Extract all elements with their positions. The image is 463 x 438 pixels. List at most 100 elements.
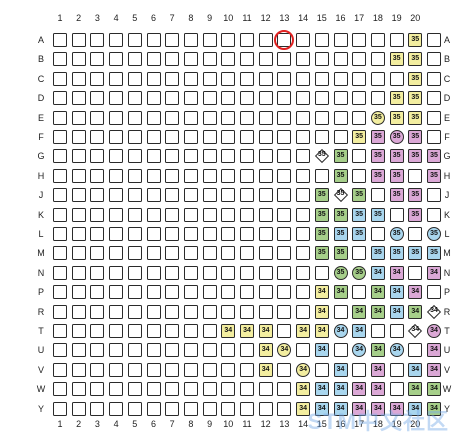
grid-cell bbox=[389, 33, 404, 47]
grid-cell bbox=[71, 110, 86, 125]
cell-value: 35 bbox=[411, 94, 420, 102]
grid-cell bbox=[333, 343, 348, 358]
cell-value: 35 bbox=[373, 171, 382, 179]
grid-cell bbox=[127, 130, 142, 144]
grid-cell bbox=[127, 382, 142, 397]
column-label-bottom: 13 bbox=[279, 419, 290, 429]
labeled-cell: 35 bbox=[333, 207, 348, 222]
grid-cell bbox=[389, 382, 404, 397]
grid-cell bbox=[221, 33, 236, 47]
grid-cell bbox=[370, 71, 385, 86]
grid-cell bbox=[370, 324, 385, 338]
grid-cell bbox=[258, 382, 273, 397]
grid-cell bbox=[258, 71, 273, 86]
grid-cell bbox=[165, 246, 180, 261]
labeled-cell: 34 bbox=[258, 343, 273, 358]
grid-cell bbox=[258, 52, 273, 67]
grid-cell bbox=[202, 304, 217, 319]
grid-cell bbox=[202, 362, 217, 377]
column-label-bottom: 9 bbox=[207, 419, 213, 429]
grid-cell bbox=[146, 382, 161, 397]
labeled-cell: 34 bbox=[333, 382, 348, 397]
grid-cell bbox=[427, 130, 441, 144]
grid-cell bbox=[427, 285, 441, 300]
grid-cell bbox=[333, 110, 348, 125]
grid-cell bbox=[109, 149, 124, 164]
grid-cell bbox=[165, 52, 180, 67]
grid-cell bbox=[352, 33, 367, 47]
column-label-top: 15 bbox=[316, 13, 327, 23]
cell-value: 34 bbox=[392, 404, 401, 412]
grid-cell bbox=[109, 207, 124, 222]
labeled-cell: 35 bbox=[408, 246, 423, 261]
labeled-cell: 35 bbox=[333, 246, 348, 261]
cell-value: 34 bbox=[373, 307, 382, 315]
grid-cell bbox=[221, 343, 236, 358]
labeled-cell: 34 bbox=[370, 343, 385, 358]
grid-cell bbox=[90, 71, 105, 86]
labeled-cell: 35 bbox=[314, 188, 329, 203]
watermark-text: STM中文社区 bbox=[307, 409, 449, 434]
grid-cell bbox=[427, 207, 441, 222]
row-label-left: V bbox=[37, 364, 44, 375]
grid-cell bbox=[146, 149, 161, 164]
grid-cell bbox=[146, 110, 161, 125]
labeled-cell: 34 bbox=[408, 401, 423, 416]
grid-cell bbox=[90, 33, 105, 47]
cell-value: 35 bbox=[392, 94, 401, 102]
labeled-cell: 34 bbox=[258, 362, 273, 377]
cell-value: 34 bbox=[392, 346, 401, 354]
grid-cell bbox=[183, 149, 198, 164]
row-label-right: A bbox=[443, 35, 450, 45]
grid-cell bbox=[109, 71, 124, 86]
grid-cell bbox=[258, 265, 273, 280]
grid-cell bbox=[352, 52, 367, 67]
labeled-cell: 34 bbox=[408, 285, 423, 300]
grid-cell bbox=[146, 265, 161, 280]
labeled-cell: 35 bbox=[314, 227, 329, 241]
grid-cell bbox=[90, 304, 105, 319]
grid-cell bbox=[53, 401, 67, 416]
row-label-left: D bbox=[37, 93, 45, 104]
labeled-cell: 34 bbox=[427, 362, 441, 377]
grid-cell bbox=[165, 324, 180, 338]
cell-value: 34 bbox=[336, 385, 345, 393]
cell-value: 34 bbox=[411, 365, 420, 373]
column-label-top: 12 bbox=[260, 13, 271, 23]
cell-value: 34 bbox=[299, 327, 307, 334]
labeled-cell: 35 bbox=[314, 246, 329, 261]
grid-cell bbox=[183, 52, 198, 67]
labeled-cell: 34 bbox=[314, 304, 329, 319]
cell-value: 34 bbox=[392, 288, 401, 296]
grid-cell bbox=[53, 149, 67, 164]
grid-cell bbox=[314, 52, 329, 67]
grid-cell bbox=[221, 265, 236, 280]
grid-cell bbox=[165, 227, 180, 241]
grid-cell bbox=[90, 188, 105, 203]
cell-value: 34 bbox=[336, 288, 345, 296]
grid-cell bbox=[90, 324, 105, 338]
grid-cell bbox=[240, 149, 254, 164]
column-label-bottom: 19 bbox=[391, 419, 402, 429]
cell-value: 34 bbox=[336, 404, 345, 412]
column-label-top: 6 bbox=[150, 13, 156, 23]
grid-cell bbox=[183, 207, 198, 222]
grid-cell bbox=[408, 227, 423, 241]
grid-cell bbox=[258, 168, 273, 183]
labeled-cell: 35 bbox=[389, 91, 404, 106]
labeled-cell: 35 bbox=[314, 207, 329, 222]
grid-cell bbox=[277, 168, 292, 183]
row-label-right: C bbox=[443, 73, 451, 84]
grid-cell bbox=[202, 285, 217, 300]
cell-value: 34 bbox=[373, 385, 382, 393]
cell-value: 34 bbox=[430, 346, 438, 354]
labeled-cell: 35 bbox=[408, 91, 423, 106]
labeled-cell: 35 bbox=[315, 149, 329, 163]
grid-cell bbox=[240, 265, 254, 280]
cell-value: 35 bbox=[430, 152, 438, 160]
column-label-top: 13 bbox=[279, 13, 290, 23]
grid-cell bbox=[183, 382, 198, 397]
grid-cell bbox=[146, 33, 161, 47]
grid-cell bbox=[314, 91, 329, 106]
grid-cell bbox=[202, 91, 217, 106]
